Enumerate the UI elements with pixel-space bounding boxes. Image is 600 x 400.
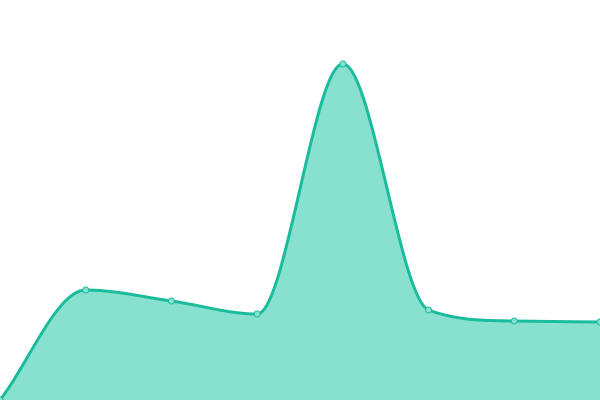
area-fill (0, 64, 600, 400)
data-point-1 (82, 286, 90, 294)
data-points (0, 60, 600, 400)
data-point-6 (510, 317, 518, 325)
data-point-3 (253, 310, 261, 318)
data-point-0 (0, 396, 4, 400)
series-line (0, 62, 600, 400)
data-point-4 (339, 60, 347, 68)
data-point-7 (596, 318, 600, 326)
data-point-2 (167, 297, 175, 305)
data-point-5 (425, 306, 433, 314)
